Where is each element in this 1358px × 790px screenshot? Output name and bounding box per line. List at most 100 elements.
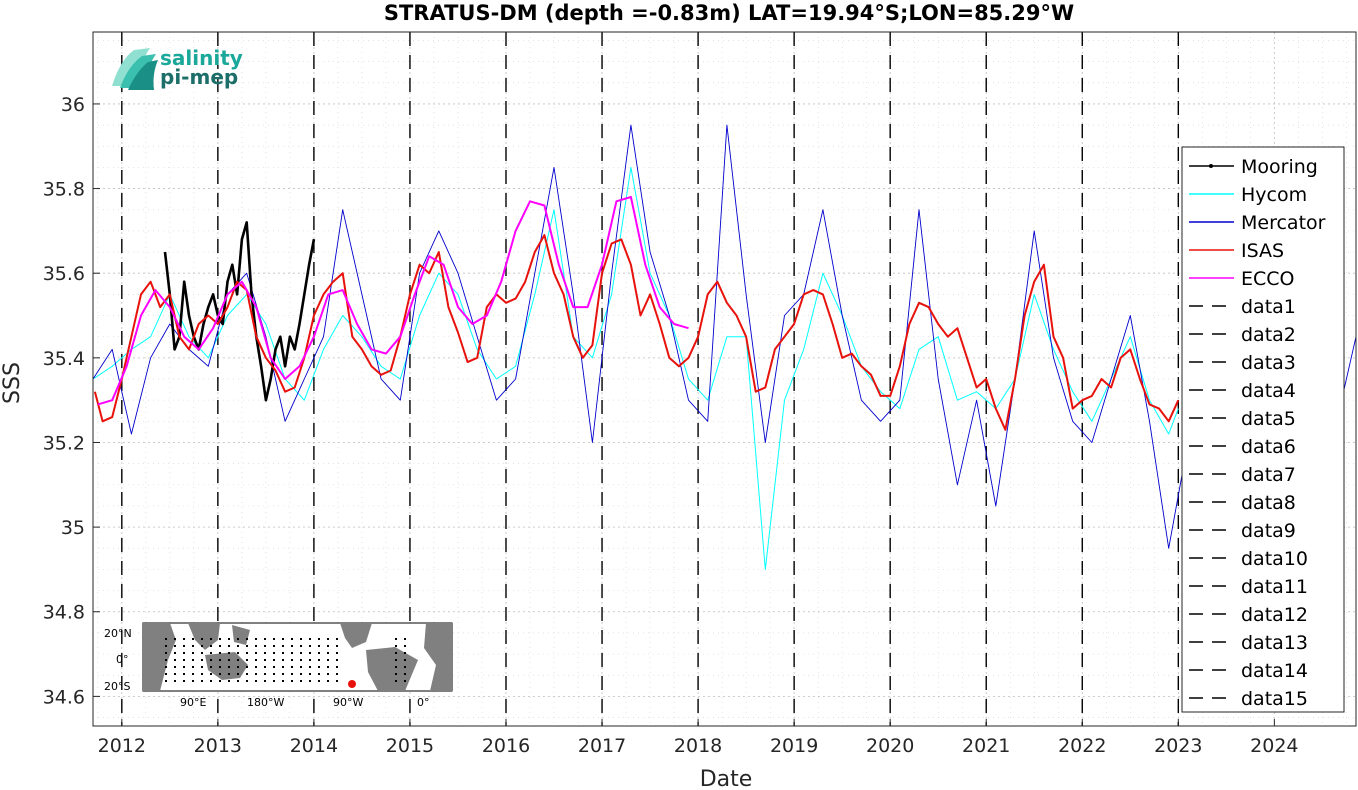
series-layer <box>92 124 1357 570</box>
legend-label-mooring: Mooring <box>1241 156 1318 178</box>
map-float-dot <box>318 638 320 640</box>
map-float-dot <box>327 666 329 668</box>
logo-text-pi-mep: pi-mep <box>160 65 238 89</box>
x-tick-label-2023: 2023 <box>1154 735 1202 757</box>
map-float-dot <box>282 645 284 647</box>
series-isas <box>93 234 1180 431</box>
map-float-dot <box>210 680 212 682</box>
legend-label-data7: data7 <box>1241 464 1296 486</box>
map-float-dot <box>201 645 203 647</box>
map-float-dot <box>183 645 185 647</box>
map-float-dot <box>291 666 293 668</box>
axes-frame <box>92 31 1357 727</box>
map-float-dot <box>174 652 176 654</box>
map-float-dot <box>183 638 185 640</box>
map-float-dot <box>210 666 212 668</box>
x-tick-label-2017: 2017 <box>578 735 626 757</box>
legend-label-data1: data1 <box>1241 296 1296 318</box>
map-float-dot <box>228 659 230 661</box>
plot-area: 2012 2013 2014 2015 2016 2017 2018 2019 2020 2021… <box>43 31 1357 757</box>
map-float-dot <box>273 666 275 668</box>
map-float-dot <box>237 673 239 675</box>
map-float-dot <box>327 659 329 661</box>
map-float-dot <box>300 659 302 661</box>
map-float-dot <box>300 638 302 640</box>
map-float-dot <box>255 680 257 682</box>
inset-map-station-marker <box>348 680 356 688</box>
legend-marker-mooring <box>1209 164 1213 168</box>
map-float-dot <box>246 652 248 654</box>
map-float-dot <box>264 680 266 682</box>
map-float-dot <box>404 659 406 661</box>
map-float-dot <box>395 666 397 668</box>
map-float-dot <box>273 659 275 661</box>
legend-label-data8: data8 <box>1241 492 1296 514</box>
map-float-dot <box>273 673 275 675</box>
map-float-dot <box>336 666 338 668</box>
map-float-dot <box>264 638 266 640</box>
map-float-dot <box>183 666 185 668</box>
salinity-pi-mep-logo: salinity pi-mep <box>112 46 243 90</box>
map-float-dot <box>219 652 221 654</box>
map-float-dot <box>210 659 212 661</box>
x-tick-label-2018: 2018 <box>674 735 722 757</box>
map-float-dot <box>174 659 176 661</box>
map-float-dot <box>309 652 311 654</box>
y-tick-label-36: 36 <box>61 94 85 116</box>
map-float-dot <box>336 659 338 661</box>
map-float-dot <box>255 673 257 675</box>
map-lat-label-0: 0° <box>116 653 129 666</box>
series-mooring <box>163 221 316 402</box>
y-tick-label-35.2: 35.2 <box>43 432 85 454</box>
map-float-dot <box>300 666 302 668</box>
legend-label-ecco: ECCO <box>1241 268 1295 290</box>
chart-title: STRATUS-DM (depth =-0.83m) LAT=19.94°S;L… <box>384 1 1074 25</box>
y-tick-label-35: 35 <box>61 517 85 539</box>
map-float-dot <box>264 673 266 675</box>
map-float-dot <box>273 645 275 647</box>
map-float-dot <box>395 645 397 647</box>
legend-label-hycom: Hycom <box>1241 184 1307 206</box>
legend-label-data6: data6 <box>1241 436 1296 458</box>
x-tick-label-2012: 2012 <box>98 735 146 757</box>
map-float-dot <box>246 673 248 675</box>
map-float-dot <box>219 659 221 661</box>
map-float-dot <box>219 666 221 668</box>
map-float-dot <box>291 638 293 640</box>
map-float-dot <box>192 652 194 654</box>
map-float-dot <box>246 659 248 661</box>
y-tick-label-35.8: 35.8 <box>43 179 85 201</box>
map-float-dot <box>309 638 311 640</box>
map-float-dot <box>201 673 203 675</box>
legend-label-data13: data13 <box>1241 632 1308 654</box>
map-float-dot <box>237 659 239 661</box>
map-float-dot <box>282 680 284 682</box>
map-float-dot <box>291 680 293 682</box>
y-axis-label: SSS <box>0 362 25 404</box>
map-float-dot <box>273 680 275 682</box>
map-float-dot <box>404 645 406 647</box>
map-float-dot <box>192 673 194 675</box>
map-float-dot <box>237 680 239 682</box>
legend-label-data12: data12 <box>1241 604 1308 626</box>
map-float-dot <box>327 645 329 647</box>
map-float-dot <box>237 645 239 647</box>
map-float-dot <box>246 645 248 647</box>
y-tick-label-35.6: 35.6 <box>43 263 85 285</box>
map-float-dot <box>210 652 212 654</box>
series-mercator <box>92 124 1357 549</box>
series-ecco <box>97 196 689 406</box>
y-tick-label-35.4: 35.4 <box>43 348 85 370</box>
map-float-dot <box>255 645 257 647</box>
map-float-dot <box>210 638 212 640</box>
map-float-dot <box>327 680 329 682</box>
map-float-dot <box>404 680 406 682</box>
inset-map-float-dots <box>165 638 406 682</box>
legend-label-data4: data4 <box>1241 380 1296 402</box>
map-float-dot <box>183 680 185 682</box>
map-lon-label-90e: 90°E <box>180 696 206 709</box>
map-float-dot <box>246 638 248 640</box>
x-tick-label-2024: 2024 <box>1250 735 1298 757</box>
map-float-dot <box>318 652 320 654</box>
map-float-dot <box>201 638 203 640</box>
